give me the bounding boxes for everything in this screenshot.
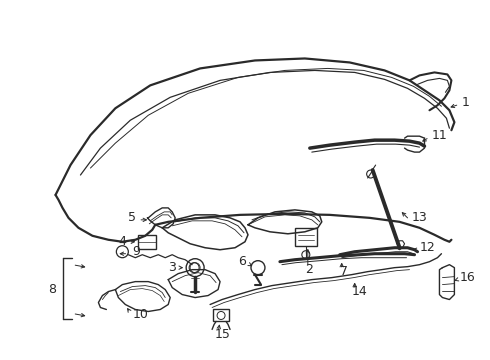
Text: 8: 8 [49, 283, 56, 296]
Text: 1: 1 [462, 96, 469, 109]
Text: 5: 5 [128, 211, 136, 224]
Text: 7: 7 [340, 265, 348, 278]
Text: 4: 4 [119, 235, 126, 248]
Text: 9: 9 [132, 245, 140, 258]
Text: 10: 10 [132, 308, 148, 321]
Text: 15: 15 [215, 328, 231, 341]
Text: 2: 2 [305, 263, 313, 276]
Text: 11: 11 [432, 129, 447, 142]
Text: 14: 14 [352, 285, 368, 298]
Text: 16: 16 [460, 271, 475, 284]
Text: 3: 3 [168, 261, 176, 274]
Text: 13: 13 [412, 211, 427, 224]
Text: 12: 12 [419, 241, 435, 254]
Text: 6: 6 [238, 255, 246, 268]
